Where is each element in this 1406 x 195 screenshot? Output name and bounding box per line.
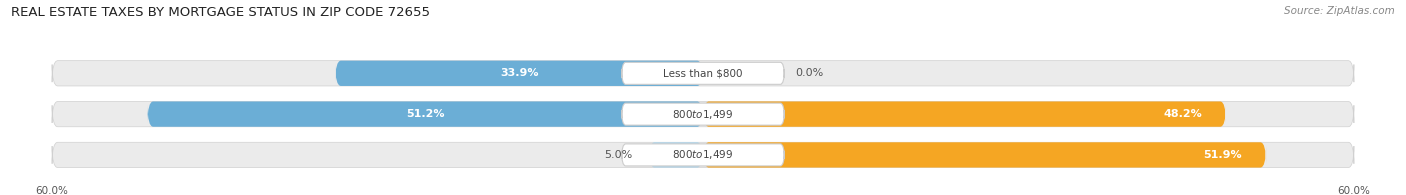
Text: 33.9%: 33.9% [501, 68, 538, 78]
FancyBboxPatch shape [621, 103, 785, 125]
FancyBboxPatch shape [621, 62, 785, 84]
FancyBboxPatch shape [52, 61, 1354, 86]
FancyBboxPatch shape [148, 101, 703, 127]
FancyBboxPatch shape [703, 101, 1226, 127]
FancyBboxPatch shape [703, 142, 1265, 168]
Text: 51.9%: 51.9% [1204, 150, 1241, 160]
FancyBboxPatch shape [52, 142, 1354, 168]
FancyBboxPatch shape [52, 101, 1354, 127]
Text: 51.2%: 51.2% [406, 109, 444, 119]
Text: 0.0%: 0.0% [796, 68, 824, 78]
FancyBboxPatch shape [648, 142, 703, 168]
Text: $800 to $1,499: $800 to $1,499 [672, 108, 734, 121]
FancyBboxPatch shape [335, 61, 703, 86]
Text: 48.2%: 48.2% [1163, 109, 1202, 119]
Text: 5.0%: 5.0% [605, 150, 633, 160]
Text: REAL ESTATE TAXES BY MORTGAGE STATUS IN ZIP CODE 72655: REAL ESTATE TAXES BY MORTGAGE STATUS IN … [11, 6, 430, 19]
FancyBboxPatch shape [621, 144, 785, 166]
Text: $800 to $1,499: $800 to $1,499 [672, 148, 734, 161]
Text: Less than $800: Less than $800 [664, 68, 742, 78]
Text: Source: ZipAtlas.com: Source: ZipAtlas.com [1284, 6, 1395, 16]
